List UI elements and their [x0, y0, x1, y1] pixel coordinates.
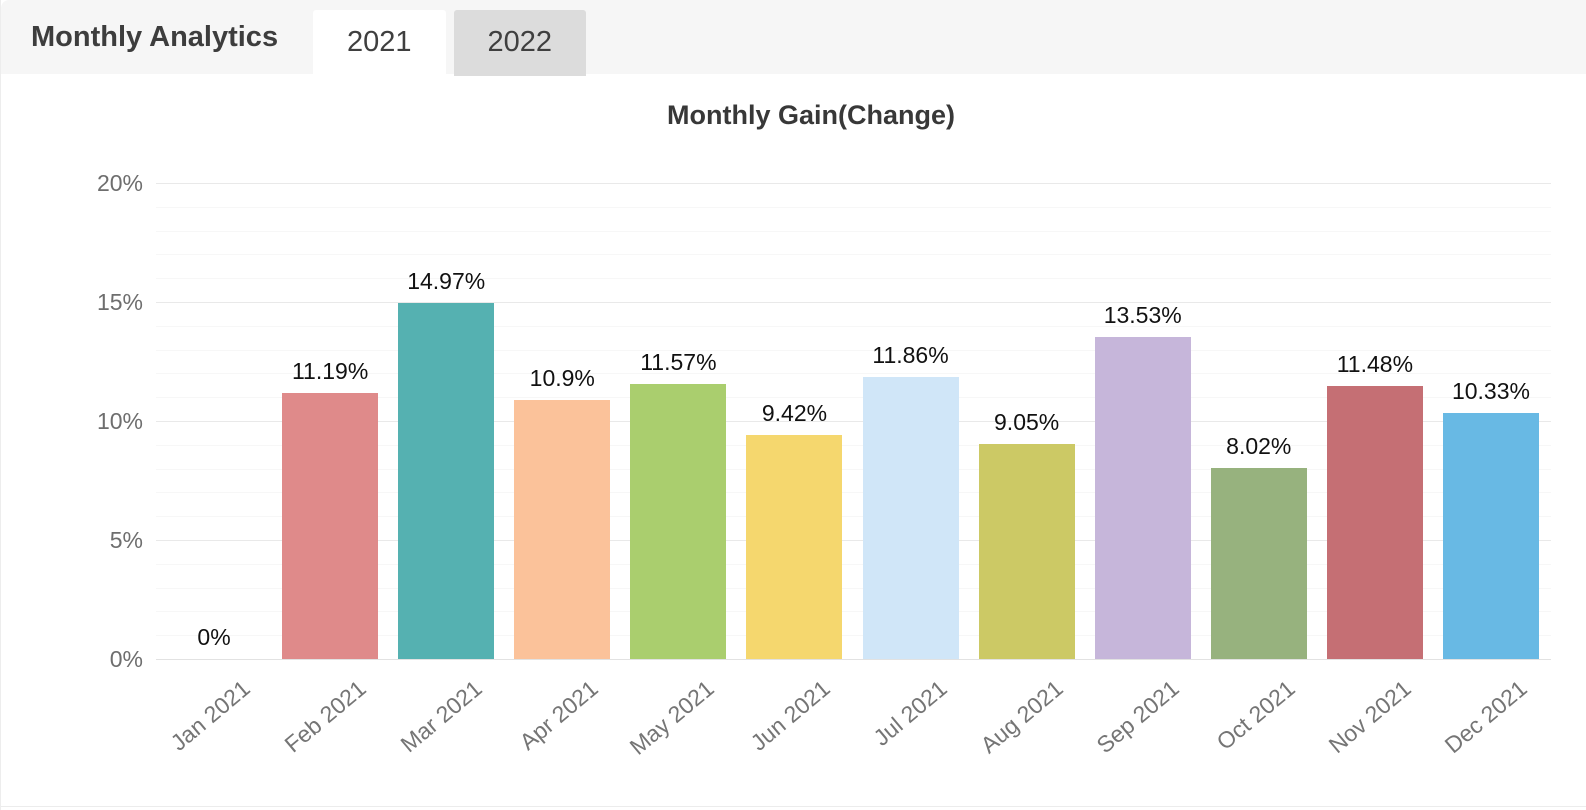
value-label-aug-2021: 9.05%	[994, 408, 1060, 435]
gridline-minor-1	[156, 635, 1551, 637]
gridline-minor-16	[156, 278, 1551, 280]
y-tick-20: 20%	[96, 170, 143, 196]
gridline-minor-13	[156, 349, 1551, 351]
x-tick-aug-2021: Aug 2021	[975, 675, 1068, 759]
gridline-minor-14	[156, 325, 1551, 327]
gridline-minor-11	[156, 397, 1551, 399]
bar-feb-2021[interactable]	[282, 392, 379, 659]
x-tick-sep-2021: Sep 2021	[1091, 675, 1184, 759]
gridline-minor-3	[156, 587, 1551, 589]
gridline-major-5	[156, 540, 1551, 541]
gridline-minor-6	[156, 516, 1551, 518]
value-label-mar-2021: 14.97%	[407, 267, 486, 294]
page-title: Monthly Analytics	[31, 21, 279, 53]
gridline-minor-17	[156, 254, 1551, 256]
tab-2022[interactable]: 2022	[453, 10, 587, 76]
y-tick-10: 10%	[96, 408, 143, 434]
gridline-minor-7	[156, 492, 1551, 494]
value-label-may-2021: 11.57%	[640, 348, 717, 375]
x-tick-apr-2021: Apr 2021	[514, 675, 603, 755]
value-label-sep-2021: 13.53%	[1103, 302, 1182, 328]
bar-mar-2021[interactable]	[398, 302, 495, 659]
x-tick-may-2021: May 2021	[624, 675, 720, 760]
gridline-minor-12	[156, 373, 1551, 375]
x-tick-jan-2021: Jan 2021	[165, 675, 255, 756]
x-tick-mar-2021: Mar 2021	[395, 675, 487, 758]
gridline-minor-9	[156, 444, 1551, 446]
year-tabs: 2021 2022	[313, 10, 587, 80]
value-label-jan-2021: 0%	[197, 624, 231, 650]
gridline-major-15	[156, 302, 1551, 303]
x-tick-jul-2021: Jul 2021	[867, 675, 952, 751]
gridline-major-20	[156, 183, 1551, 184]
plot-area: 20% 15% 10% 5% 0% 0% Jan 2021 11.19% Feb 2021 14.…	[97, 170, 1551, 760]
bar-jun-2021[interactable]	[746, 434, 843, 659]
bar-sep-2021[interactable]	[1094, 337, 1191, 659]
bar-jul-2021[interactable]	[862, 376, 959, 659]
chart-title: Monthly Gain(Change)	[667, 100, 955, 130]
tab-2021[interactable]: 2021	[313, 10, 446, 80]
bar-aug-2021[interactable]	[978, 443, 1075, 659]
x-tick-jun-2021: Jun 2021	[745, 675, 836, 756]
bar-apr-2021[interactable]	[514, 399, 611, 659]
x-tick-oct-2021: Oct 2021	[1211, 675, 1300, 755]
gridline-minor-4	[156, 563, 1551, 565]
value-label-dec-2021: 10.33%	[1451, 378, 1530, 405]
gridline-minor-19	[156, 206, 1551, 208]
panel-bottom-border	[1, 806, 1586, 807]
y-tick-15: 15%	[96, 289, 143, 315]
gridline-major-10	[156, 421, 1551, 422]
gridline-minor-8	[156, 468, 1551, 470]
value-label-jul-2021: 11.86%	[872, 341, 949, 368]
bar-dec-2021[interactable]	[1442, 413, 1539, 659]
gridline-major-0	[156, 659, 1551, 660]
x-tick-nov-2021: Nov 2021	[1323, 675, 1416, 759]
value-label-feb-2021: 11.19%	[291, 357, 369, 384]
value-label-apr-2021: 10.9%	[529, 364, 595, 391]
value-label-jun-2021: 9.42%	[761, 399, 828, 426]
gridline-minor-18	[156, 230, 1551, 232]
gridline-minor-2	[156, 611, 1551, 613]
value-label-nov-2021: 11.48%	[1336, 350, 1414, 377]
y-tick-0: 0%	[109, 646, 143, 672]
bar-may-2021[interactable]	[630, 383, 727, 659]
x-tick-feb-2021: Feb 2021	[279, 675, 371, 758]
x-tick-dec-2021: Dec 2021	[1439, 675, 1532, 759]
value-label-oct-2021: 8.02%	[1226, 433, 1292, 460]
bar-nov-2021[interactable]	[1326, 385, 1423, 659]
header-bar: Monthly Analytics 2021 2022	[1, 0, 1586, 80]
bar-oct-2021[interactable]	[1210, 468, 1307, 659]
y-tick-5: 5%	[109, 527, 143, 553]
